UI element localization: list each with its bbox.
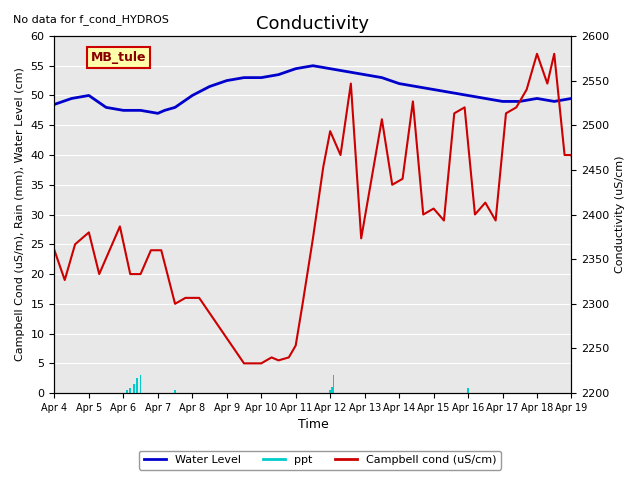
Bar (591, 390, 593, 393)
Text: MB_tule: MB_tule (91, 51, 146, 64)
Text: No data for f_cond_HYDROS: No data for f_cond_HYDROS (13, 14, 169, 25)
Bar (140, 375, 141, 393)
Y-axis label: Campbell Cond (uS/m), Rain (mm), Water Level (cm): Campbell Cond (uS/m), Rain (mm), Water L… (15, 68, 25, 361)
Bar (174, 390, 176, 393)
Title: Conductivity: Conductivity (257, 15, 369, 33)
Bar (126, 390, 127, 393)
Y-axis label: Conductivity (uS/cm): Conductivity (uS/cm) (615, 156, 625, 273)
Bar (133, 384, 134, 393)
Bar (333, 375, 335, 393)
Bar (330, 390, 331, 393)
Bar (331, 387, 333, 393)
Bar (129, 388, 131, 393)
X-axis label: Time: Time (298, 419, 328, 432)
Bar (588, 378, 589, 393)
Legend: Water Level, ppt, Campbell cond (uS/cm): Water Level, ppt, Campbell cond (uS/cm) (140, 451, 500, 469)
Bar (136, 378, 138, 393)
Bar (467, 388, 469, 393)
